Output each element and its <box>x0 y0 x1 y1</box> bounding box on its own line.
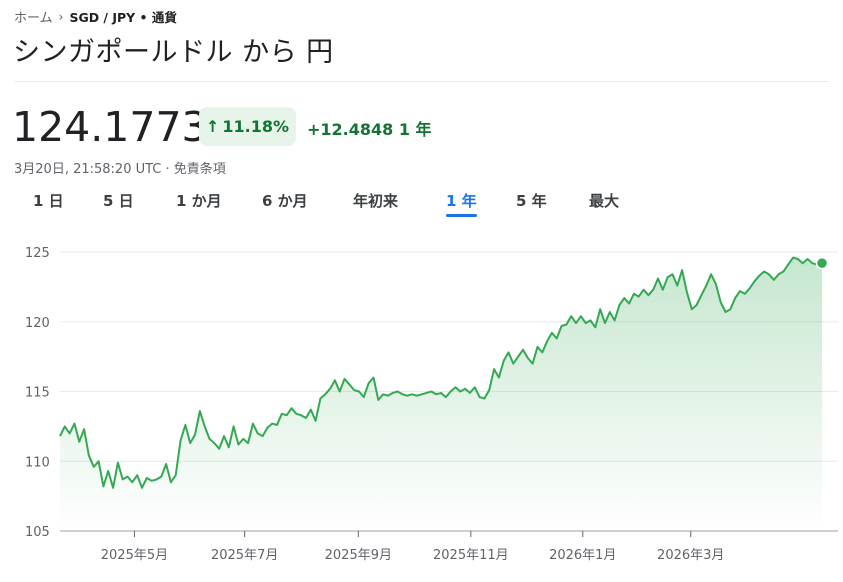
y-tick-label: 110 <box>25 455 50 470</box>
y-tick-label: 105 <box>25 525 50 540</box>
tab-1d[interactable]: 1 日 <box>33 192 64 210</box>
timestamp-disclaimer: 3月20日, 21:58:20 UTC · 免責条項 <box>14 162 226 177</box>
x-tick-label: 2025年11月 <box>433 548 509 563</box>
y-tick-label: 120 <box>25 316 50 331</box>
x-tick-label: 2025年7月 <box>211 548 278 563</box>
tab-ytd[interactable]: 年初来 <box>353 192 399 210</box>
tab-6m[interactable]: 6 か月 <box>262 192 308 210</box>
tab-max[interactable]: 最大 <box>589 192 620 210</box>
percent-change-value: 11.18% <box>222 117 290 136</box>
arrow-up-icon: ↑ <box>205 117 220 136</box>
y-tick-label: 115 <box>25 386 50 401</box>
percent-change-badge: ↑ 11.18% <box>199 107 296 146</box>
x-tick-label: 2026年3月 <box>657 548 724 563</box>
header-divider <box>14 81 829 82</box>
chart-price-line <box>59 256 823 489</box>
tab-1y[interactable]: 1 年 <box>446 192 477 217</box>
absolute-change: +12.4848 1 年 <box>307 120 432 139</box>
current-price: 124.1773 <box>12 103 208 151</box>
y-tick-label: 125 <box>25 246 50 261</box>
chart-area-fill <box>60 257 822 531</box>
tab-1m[interactable]: 1 か月 <box>176 192 222 210</box>
breadcrumb: ホーム › SGD / JPY • 通貨 <box>14 7 177 27</box>
chevron-right-icon: › <box>58 9 64 24</box>
chart-last-point <box>815 256 829 270</box>
price-chart[interactable]: 105 110 115 120 125 2025年5月 2025年7月 2025年9月 202… <box>0 230 843 582</box>
tab-5d[interactable]: 5 日 <box>103 192 134 210</box>
x-tick-label: 2025年9月 <box>325 548 392 563</box>
x-tick-label: 2025年5月 <box>101 548 168 563</box>
tab-5y[interactable]: 5 年 <box>516 192 547 210</box>
breadcrumb-home-link[interactable]: ホーム <box>14 11 53 26</box>
page-title: シンガポールドル から 円 <box>13 37 334 68</box>
range-tabs: 1 日 5 日 1 か月 6 か月 年初来 1 年 5 年 最大 <box>0 190 843 220</box>
breadcrumb-current: SGD / JPY • 通貨 <box>69 10 177 25</box>
x-tick-label: 2026年1月 <box>549 548 616 563</box>
